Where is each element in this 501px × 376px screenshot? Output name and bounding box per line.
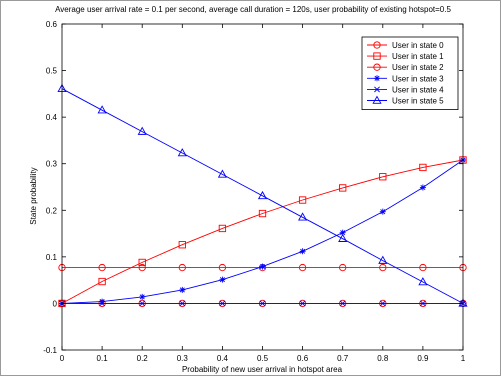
data-point-s1-7 (339, 184, 347, 192)
legend-marker-4 (374, 86, 380, 93)
legend-label: User in state 1 (392, 52, 444, 61)
data-point-s5-8 (378, 255, 388, 264)
data-point-s1-4 (218, 224, 227, 233)
legend-marker-3 (374, 75, 380, 82)
chart-title: Average user arrival rate = 0.1 per seco… (55, 5, 451, 14)
legend-item-2: User in state 2 (367, 63, 444, 72)
data-point-s4-3 (179, 300, 186, 307)
data-point-s4-4 (219, 300, 226, 307)
data-point-s2-9 (419, 263, 427, 272)
data-point-s3-3 (179, 286, 186, 293)
x-tick-label: 0.7 (337, 354, 349, 363)
series-5 (57, 83, 468, 307)
data-point-s1-3 (178, 241, 186, 249)
data-point-s1-1 (98, 277, 106, 286)
x-tick-label: 0.6 (297, 354, 309, 363)
data-point-s4-6 (299, 300, 306, 307)
data-point-s2-7 (339, 263, 347, 272)
data-point-s3-5 (259, 263, 266, 270)
data-point-s2-3 (178, 263, 186, 272)
legend-marker-1 (373, 52, 381, 60)
legend-label: User in state 0 (392, 41, 444, 50)
y-tick-label: 0 (53, 299, 58, 308)
x-tick-label: 0.1 (97, 354, 109, 363)
legend-item-5: User in state 5 (367, 95, 444, 106)
legend-marker-2 (373, 63, 381, 71)
data-point-s5-1 (97, 105, 107, 114)
data-point-s4-7 (339, 300, 346, 307)
data-point-s2-6 (298, 263, 307, 272)
x-axis-label: Probability of new user arrival in hotsp… (182, 365, 343, 374)
legend-label: User in state 2 (392, 63, 444, 72)
series-line-5 (61, 88, 464, 304)
legend-marker-0 (373, 41, 381, 49)
data-point-s2-4 (218, 263, 227, 272)
data-point-s4-9 (419, 300, 426, 307)
legend-marker-5 (372, 95, 382, 104)
x-tick-label: 0 (60, 354, 65, 363)
data-point-s4-8 (379, 300, 386, 307)
data-point-s3-4 (219, 276, 226, 283)
x-tick-label: 0.8 (377, 354, 389, 363)
data-point-s3-9 (419, 184, 426, 191)
data-point-s1-5 (258, 209, 267, 218)
data-point-s1-6 (298, 196, 307, 204)
data-point-s3-8 (379, 208, 386, 215)
data-point-s5-2 (137, 126, 147, 135)
legend-label: User in state 3 (392, 74, 444, 83)
x-tick-label: 0.3 (177, 354, 189, 363)
y-axis-label: State probability (29, 167, 38, 224)
data-point-s4-2 (139, 300, 146, 307)
data-point-s5-7 (338, 233, 348, 242)
data-point-s1-9 (419, 163, 427, 172)
data-point-s1-2 (138, 258, 146, 267)
x-tick-label: 0.9 (417, 354, 429, 363)
data-point-s3-1 (99, 298, 106, 305)
y-tick-label: 0.3 (46, 160, 58, 169)
y-tick-label: 0.4 (46, 113, 58, 122)
data-point-s3-7 (339, 229, 346, 236)
legend-label: User in state 4 (392, 85, 444, 94)
data-point-s2-8 (379, 263, 387, 272)
series-layer (57, 83, 468, 308)
data-point-s3-6 (299, 248, 306, 255)
legend: User in state 0 User in state 1 User in st… (361, 36, 459, 110)
y-tick-label: -0.1 (43, 346, 57, 355)
y-tick-label: 0.2 (46, 206, 58, 215)
legend-item-3: User in state 3 (367, 74, 444, 83)
legend-label: User in state 5 (392, 97, 444, 106)
x-tick-label: 0.2 (137, 354, 149, 363)
data-point-s2-2 (138, 263, 146, 272)
y-tick-label: 0.6 (46, 20, 58, 29)
x-tick-label: 0.5 (257, 354, 269, 363)
legend-item-0: User in state 0 (367, 41, 444, 50)
y-tick-label: 0.1 (46, 253, 58, 262)
series-line-1 (61, 159, 464, 304)
data-point-s4-1 (99, 300, 106, 307)
y-tick-label: 0.5 (46, 67, 58, 76)
series-4 (59, 300, 466, 307)
x-tick-label: 0.4 (217, 354, 229, 363)
data-point-s5-4 (217, 169, 227, 178)
data-point-s5-3 (177, 148, 187, 157)
data-point-s3-2 (139, 293, 146, 300)
axes-layer: 0 0.1 0.2 0.3 0.4 0.5 0.6 0.7 0.8 0.9 1-0.100.10.2… (43, 20, 466, 363)
legend-item-1: User in state 1 (367, 52, 444, 61)
data-point-s5-5 (257, 190, 268, 200)
data-point-s2-1 (98, 263, 106, 272)
data-point-s4-5 (259, 300, 266, 307)
data-point-s5-9 (418, 277, 428, 286)
series-1 (58, 156, 467, 308)
x-tick-label: 1 (461, 354, 466, 363)
data-point-s5-6 (298, 212, 308, 221)
data-point-s1-8 (379, 173, 387, 181)
legend-item-4: User in state 4 (367, 85, 444, 94)
